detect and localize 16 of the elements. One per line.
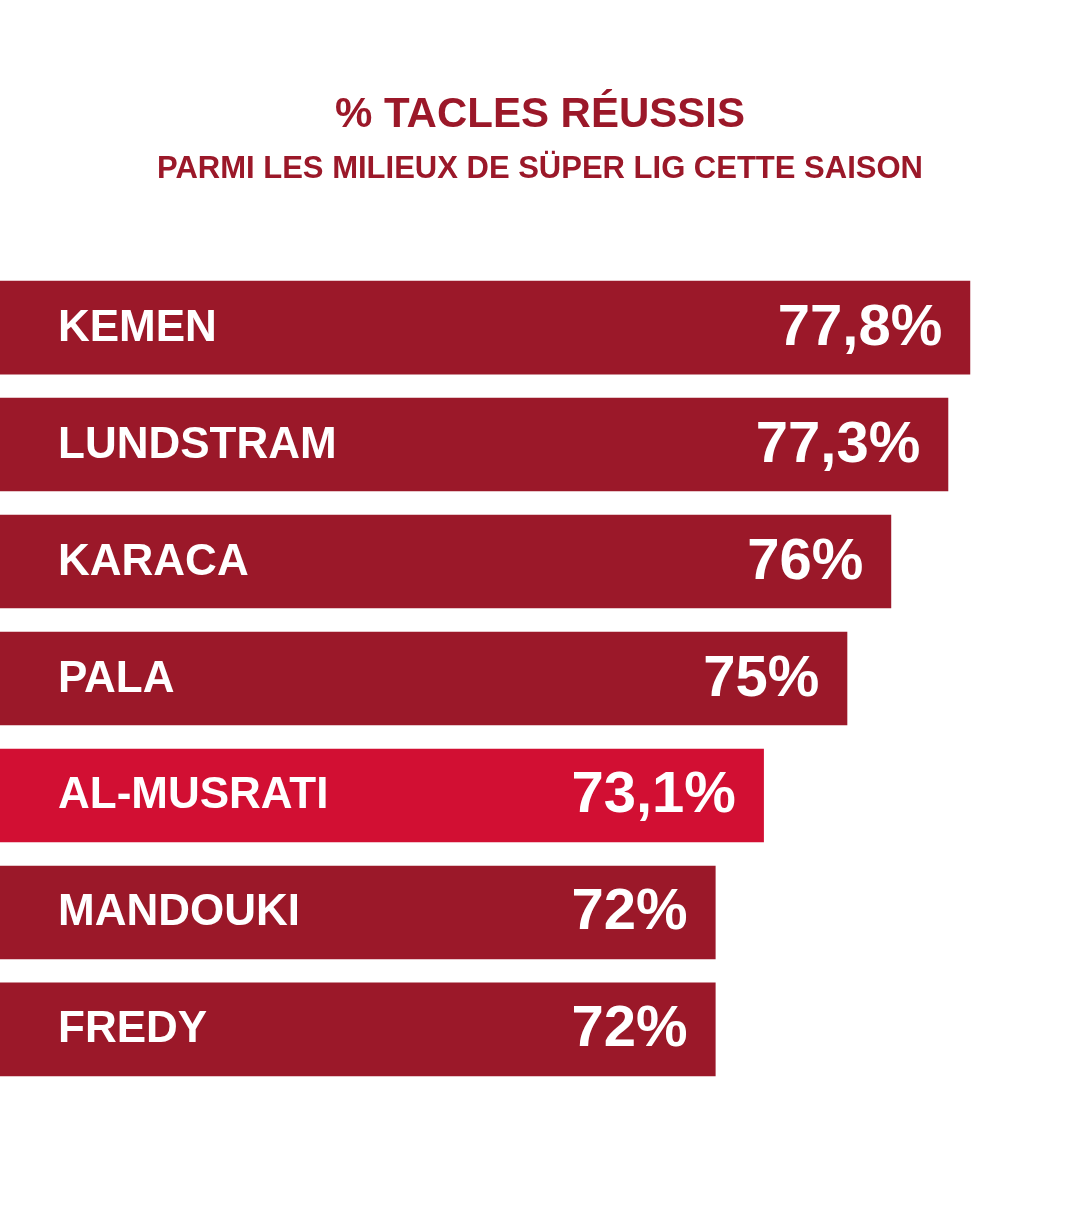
data-label: 75% [703, 642, 820, 708]
y-tick-label: LUNDSTRAM [58, 417, 337, 467]
data-label: 72% [571, 876, 688, 942]
data-label: 77,3% [755, 408, 921, 474]
y-tick-label: KARACA [58, 534, 249, 584]
chart-title: % TACLES RÉUSSIS [335, 89, 745, 136]
data-label: 77,8% [777, 291, 943, 357]
y-tick-label: FREDY [58, 1002, 208, 1052]
y-tick-label: AL-MUSRATI [58, 768, 329, 818]
chart-subtitle: PARMI LES MILIEUX DE SÜPER LIG CETTE SAISON [157, 150, 923, 185]
data-label: 72% [571, 993, 688, 1059]
y-tick-label: MANDOUKI [58, 885, 300, 935]
data-label: 73,1% [571, 759, 736, 825]
data-label: 76% [747, 525, 864, 591]
y-tick-label: KEMEN [58, 300, 217, 350]
y-tick-label: PALA [58, 651, 175, 701]
